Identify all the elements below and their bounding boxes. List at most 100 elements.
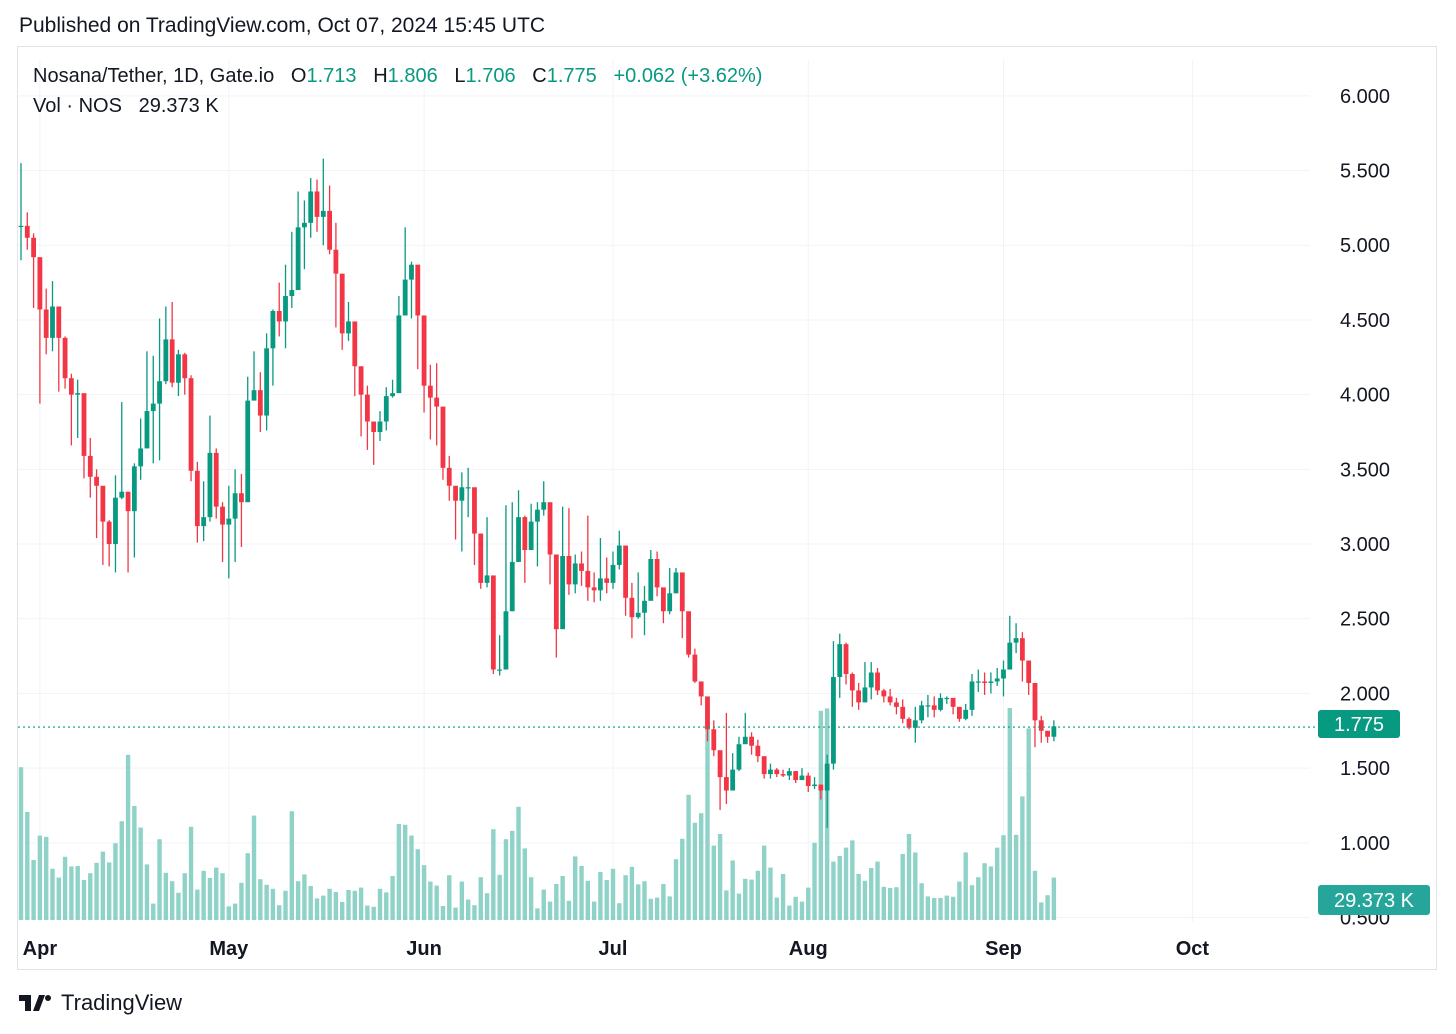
candle-body [906, 718, 912, 728]
footer-brand[interactable]: TradingView [19, 990, 182, 1016]
volume-bar [812, 842, 817, 920]
volume-bar [862, 880, 868, 920]
volume-bar [636, 884, 641, 920]
candle-body [919, 705, 925, 721]
chart-frame [17, 46, 1437, 970]
symbol-title[interactable]: Nosana/Tether, 1D, Gate.io [33, 65, 275, 87]
volume-bar [283, 890, 288, 920]
candle-body [333, 249, 339, 274]
volume-bar [774, 897, 779, 920]
candle-body [106, 521, 112, 545]
candle-body [818, 784, 824, 791]
candle-body [302, 222, 307, 228]
candle-body [1051, 726, 1057, 737]
volume-bar [75, 866, 80, 920]
candle-body [131, 466, 137, 512]
candle-body [472, 487, 477, 534]
volume-bar [352, 890, 357, 920]
y-tick-label: 5.000 [1340, 235, 1390, 257]
volume-bar [686, 794, 691, 920]
volume-bar [415, 849, 420, 920]
volume-bar [50, 868, 55, 920]
candle-body [598, 578, 603, 591]
volume-bar [245, 853, 250, 920]
volume-bar [869, 868, 874, 920]
volume-bar [692, 822, 698, 920]
volume-bar [573, 856, 578, 920]
volume-bar [837, 856, 842, 920]
candle-body [585, 570, 591, 588]
volume-bar [100, 851, 106, 920]
candle-body [352, 321, 358, 367]
candle-body [849, 674, 855, 691]
candle-body [371, 421, 377, 432]
candle-body [207, 452, 213, 518]
volume-bar [339, 902, 345, 920]
candle-body [717, 750, 723, 778]
volume-bar [623, 875, 628, 920]
volume-bar [333, 892, 339, 920]
volume-bar [113, 843, 118, 920]
candle-body [692, 654, 698, 682]
volume-bar [944, 895, 950, 920]
volume-bar [346, 890, 351, 920]
candle-body [982, 681, 987, 683]
candle-body [314, 191, 320, 217]
volume-bar [856, 874, 861, 920]
volume-bar [289, 811, 295, 920]
volume-bar [163, 872, 169, 920]
volume-bar [232, 903, 238, 920]
volume-bar [43, 836, 49, 920]
volume-bar [201, 870, 206, 920]
volume-bar [88, 873, 93, 920]
candle-body [113, 497, 118, 545]
volume-bar [1026, 728, 1031, 920]
candle-body [629, 597, 635, 618]
candle-body [1013, 638, 1019, 643]
volume-bar [214, 867, 219, 920]
x-tick-label: Jun [406, 938, 442, 960]
volume-bar [957, 881, 962, 920]
candle-body [950, 697, 956, 707]
candle-body [768, 769, 773, 775]
volume-bar [151, 903, 156, 920]
volume-bar [125, 754, 131, 920]
high-value: 1.806 [387, 65, 438, 87]
volume-bar [195, 889, 200, 920]
volume-bar [963, 852, 968, 920]
candle-body [157, 381, 162, 404]
high-label: H [373, 65, 388, 87]
volume-bar [220, 873, 225, 920]
candle-body [963, 709, 969, 719]
volume-bar [919, 883, 924, 920]
ohlc-legend: Nosana/Tether, 1D, Gate.io O1.713 H1.806… [33, 65, 762, 88]
volume-bar [982, 863, 987, 920]
x-tick-label: May [209, 938, 249, 960]
candle-body [610, 564, 616, 583]
candle-body [144, 411, 150, 449]
volume-bar [925, 896, 931, 920]
candle-body [176, 354, 181, 383]
volume-bar [680, 838, 685, 920]
candle-body [648, 558, 654, 601]
volume-bar [547, 901, 553, 920]
volume-bar [806, 887, 811, 920]
candle-body [383, 396, 389, 422]
price-axis[interactable]: 6.000 5.500 5.000 4.500 4.000 3.500 3.000 2.500… [1340, 86, 1390, 930]
candle-body [969, 681, 975, 710]
candle-body [793, 771, 799, 781]
volume-bar [182, 873, 187, 920]
volume-bar [591, 901, 597, 920]
candle-body [912, 720, 918, 728]
change-value: +0.062 (+3.62%) [613, 65, 763, 87]
candle-body [799, 775, 805, 781]
candle-body [94, 476, 99, 486]
time-axis[interactable]: Apr May Jun Jul Aug Sep Oct [23, 938, 1210, 960]
candle-body [169, 339, 175, 383]
volume-bar [743, 878, 748, 920]
candle-body [572, 563, 578, 585]
candle-body [553, 554, 559, 630]
candle-body [957, 706, 962, 719]
candle-body [868, 672, 874, 688]
